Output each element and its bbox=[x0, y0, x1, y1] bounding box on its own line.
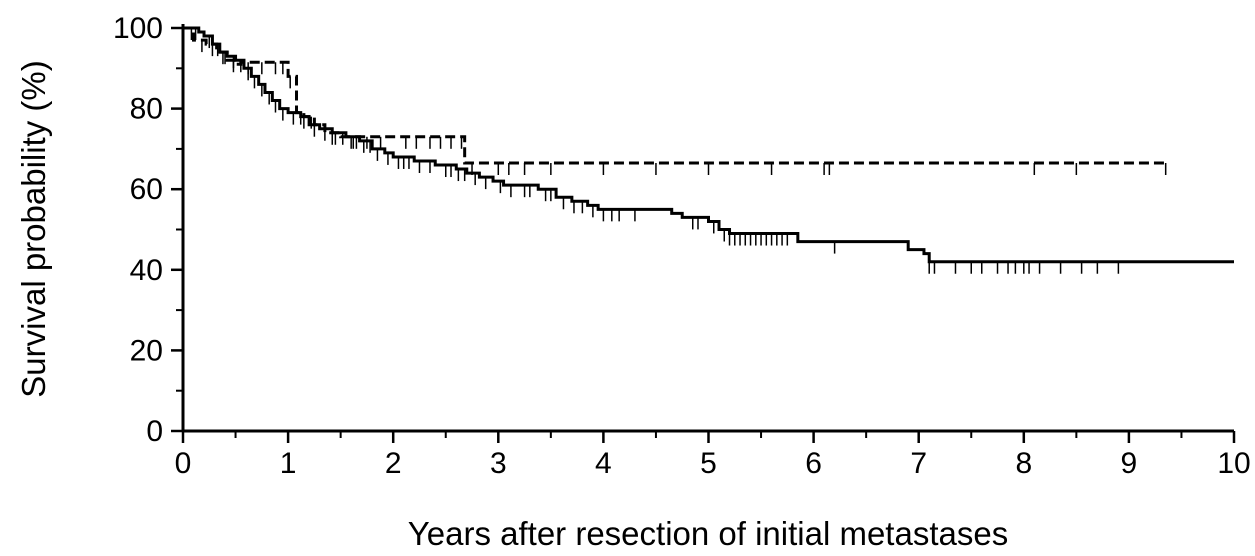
y-tick-label: 40 bbox=[130, 254, 163, 287]
x-tick-label: 9 bbox=[1121, 447, 1138, 480]
y-axis-title: Survival probability (%) bbox=[15, 60, 52, 397]
x-tick-label: 4 bbox=[595, 447, 612, 480]
x-axis-title: Years after resection of initial metasta… bbox=[408, 515, 1008, 552]
x-tick-label: 0 bbox=[175, 447, 192, 480]
x-tick-label: 10 bbox=[1217, 447, 1250, 480]
x-tick-label: 7 bbox=[910, 447, 927, 480]
y-tick-label: 80 bbox=[130, 93, 163, 126]
x-tick-label: 2 bbox=[385, 447, 402, 480]
series-solid bbox=[183, 26, 1234, 274]
series-layer bbox=[183, 26, 1234, 274]
y-tick-label: 0 bbox=[146, 415, 163, 448]
x-tick-label: 6 bbox=[805, 447, 822, 480]
x-tick-label: 3 bbox=[490, 447, 507, 480]
y-tick-label: 20 bbox=[130, 334, 163, 367]
x-tick-label: 5 bbox=[700, 447, 717, 480]
series-dashed bbox=[183, 26, 1167, 176]
x-tick-label: 1 bbox=[280, 447, 297, 480]
y-tick-label: 100 bbox=[113, 12, 163, 45]
survival-curve-solid bbox=[183, 26, 1234, 264]
survival-curve-dashed bbox=[183, 26, 1166, 165]
y-tick-label: 60 bbox=[130, 173, 163, 206]
x-tick-label: 8 bbox=[1015, 447, 1032, 480]
labels: Years after resection of initial metasta… bbox=[15, 60, 1008, 552]
